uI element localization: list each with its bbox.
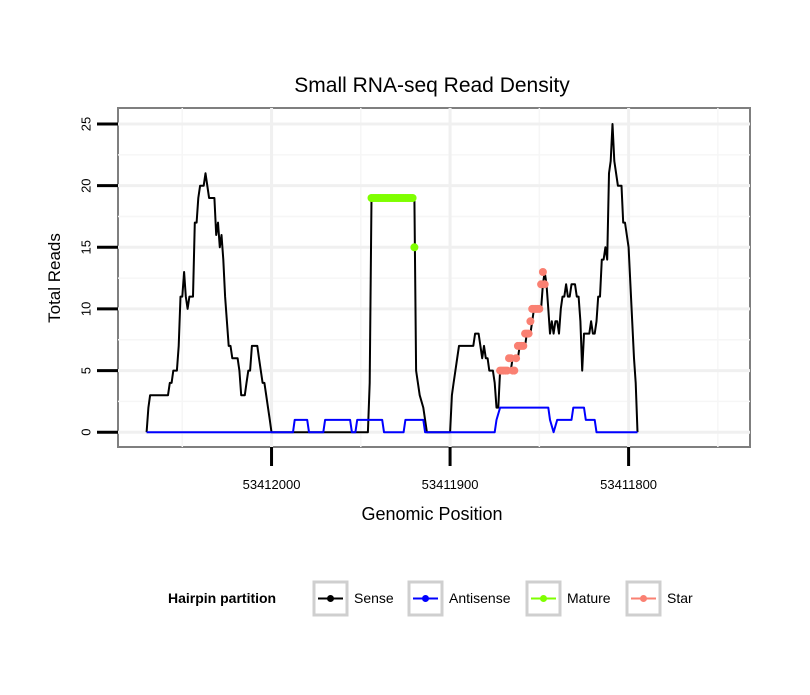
legend-key-point: [640, 595, 647, 602]
legend-item-mature: Mature: [525, 580, 611, 617]
marker-layer: [367, 194, 549, 375]
marker-mature: [410, 243, 419, 252]
minor-gridlines: [118, 108, 750, 447]
legend-label: Antisense: [449, 590, 511, 606]
x-axis: 53412000 53411900 53411800: [243, 447, 657, 492]
x-axis-label: Genomic Position: [361, 504, 502, 524]
marker-star: [526, 317, 535, 326]
legend-items: Sense Antisense Mature Star: [312, 580, 693, 617]
series-layer: [145, 123, 639, 434]
legend-label: Star: [667, 590, 693, 606]
marker-star: [524, 329, 533, 338]
legend: Hairpin partition Sense Antisense Mature St…: [168, 580, 693, 617]
y-axis-label: Total Reads: [45, 233, 64, 323]
series-line-sense: [145, 123, 639, 434]
legend-item-star: Star: [625, 580, 693, 617]
legend-label: Sense: [354, 590, 394, 606]
marker-star: [519, 341, 528, 350]
marker-star: [540, 280, 549, 289]
y-tick-label: 5: [78, 367, 93, 374]
marker-mature: [408, 194, 417, 202]
x-tick-label: 53411800: [600, 477, 657, 492]
x-tick-label: 53412000: [243, 477, 301, 492]
legend-label: Mature: [567, 590, 611, 606]
x-tick-label: 53411900: [422, 477, 479, 492]
marker-star: [538, 268, 547, 276]
y-tick-label: 0: [78, 429, 93, 436]
marker-star: [535, 304, 544, 313]
marker-star: [510, 366, 519, 375]
y-tick-label: 20: [78, 178, 93, 192]
marker-star: [512, 354, 521, 363]
legend-key-point: [422, 595, 429, 602]
y-tick-label: 25: [78, 117, 93, 131]
y-tick-label: 10: [78, 302, 93, 316]
y-axis: 0 5 10 15 20 25: [78, 117, 118, 436]
legend-item-antisense: Antisense: [407, 580, 511, 617]
series-line-antisense: [146, 406, 638, 434]
chart-title: Small RNA-seq Read Density: [294, 74, 570, 97]
legend-key-point: [540, 595, 547, 602]
legend-title: Hairpin partition: [168, 590, 276, 606]
y-tick-label: 15: [78, 240, 93, 254]
legend-item-sense: Sense: [312, 580, 394, 617]
legend-key-point: [327, 595, 334, 602]
